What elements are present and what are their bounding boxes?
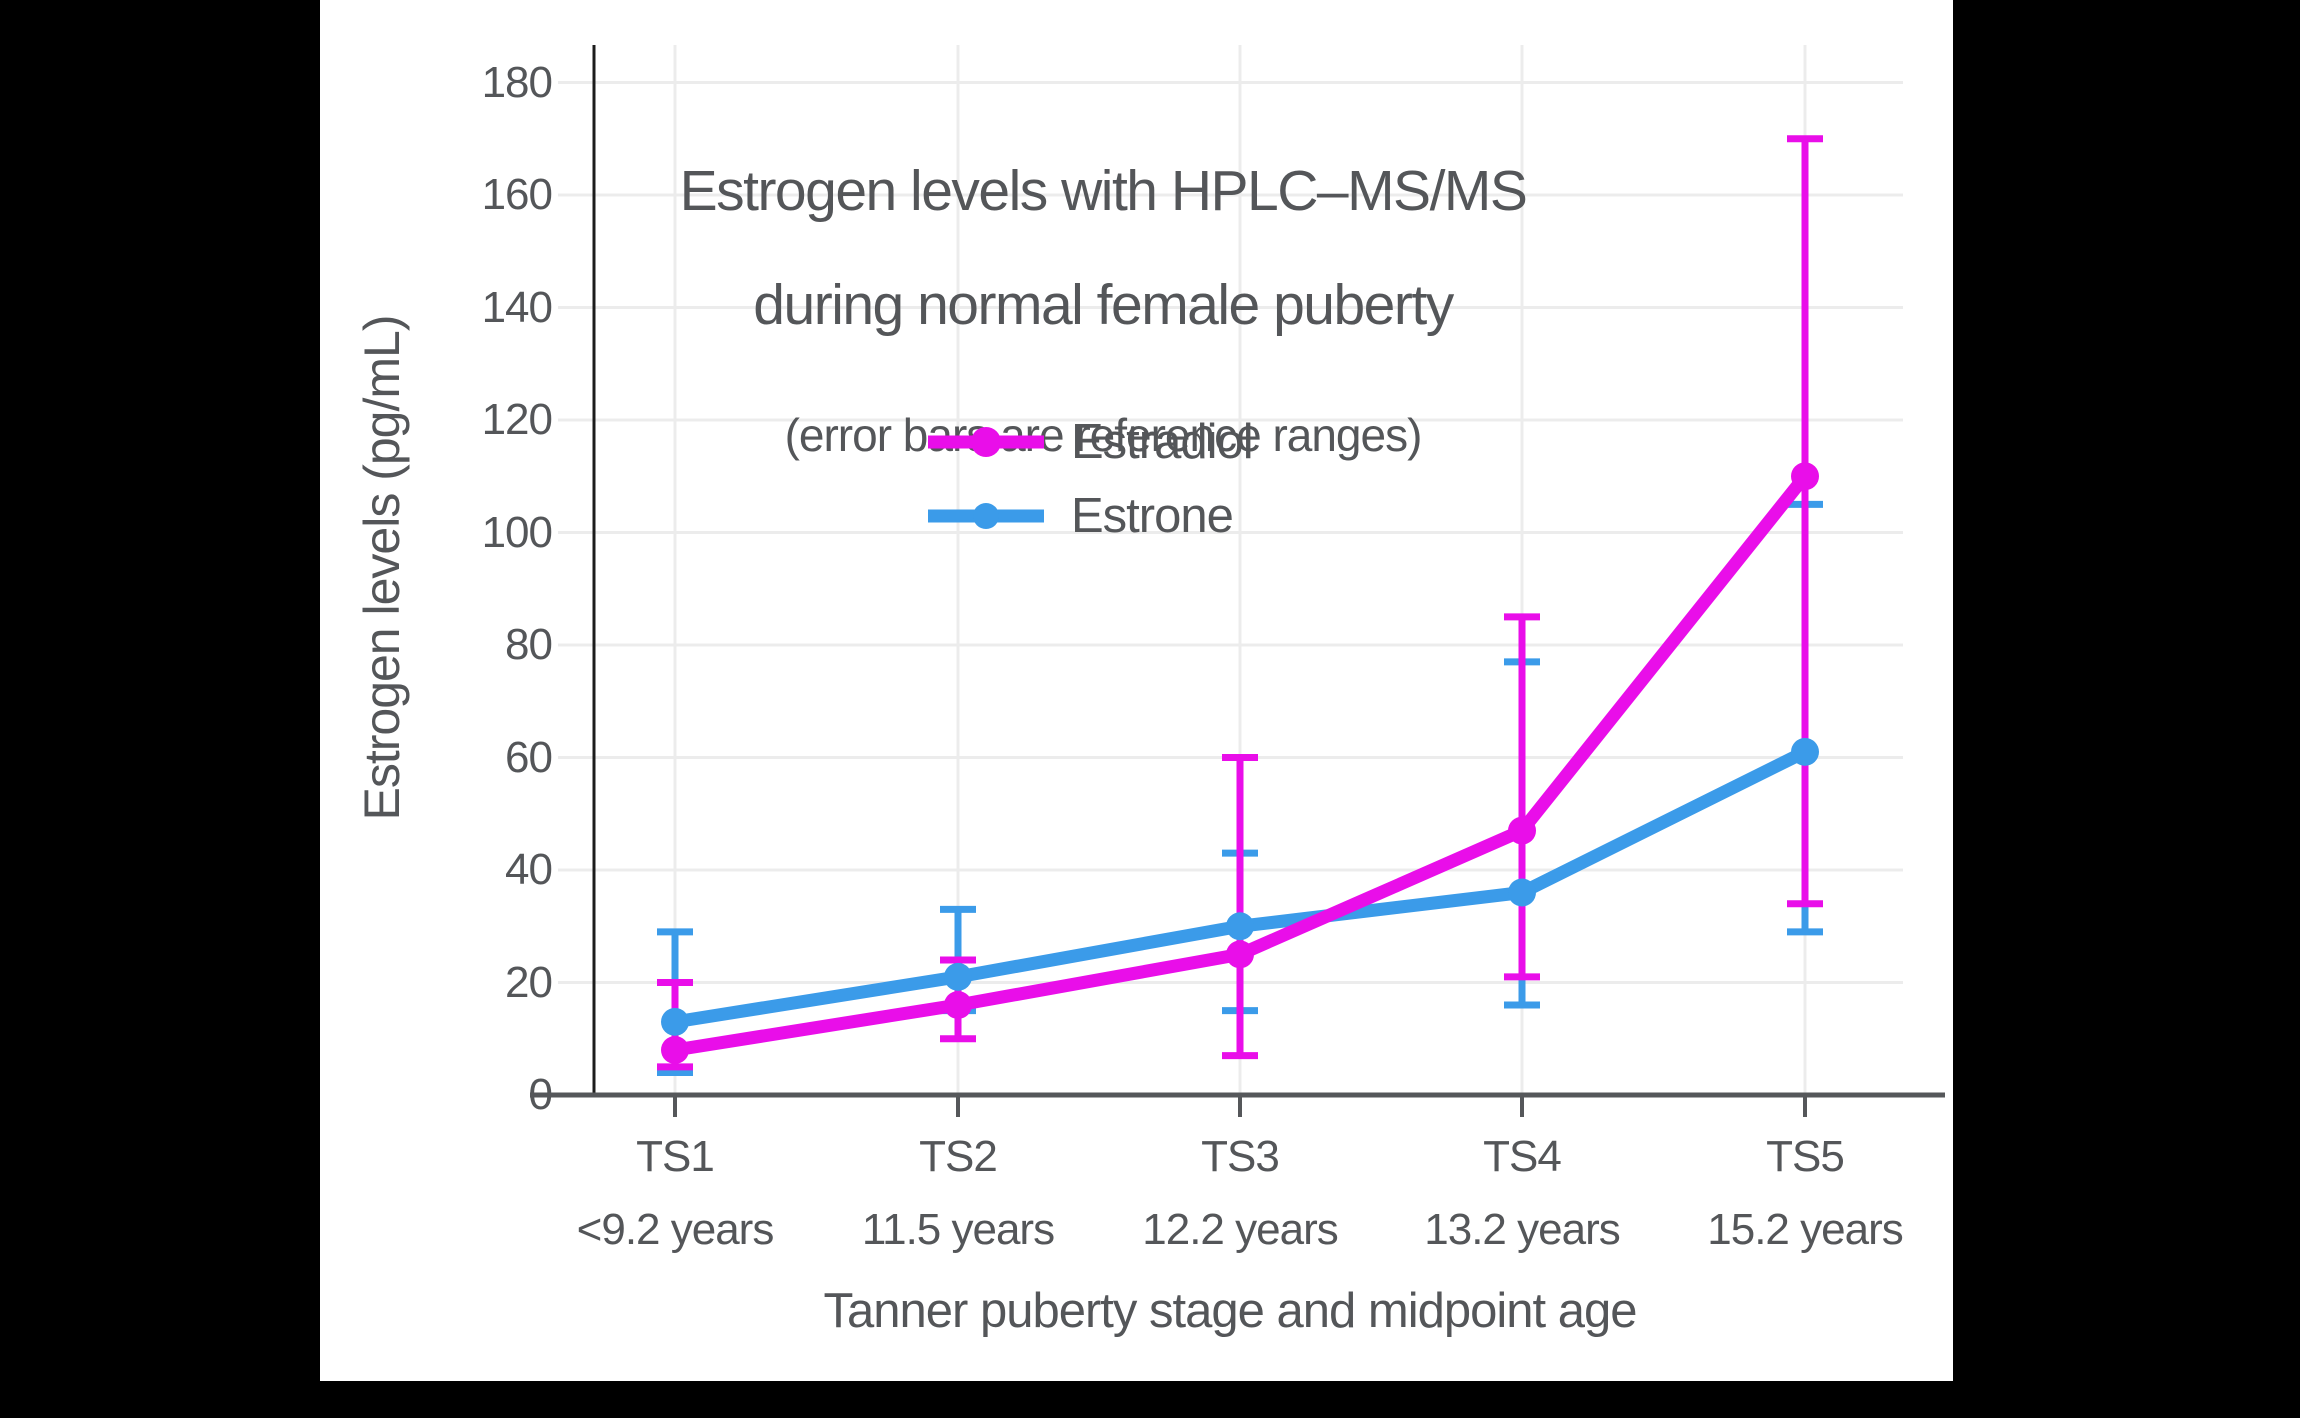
legend-item-estrone: Estrone (927, 486, 1234, 546)
plot-area (530, 45, 1945, 1117)
chart-title-line1: Estrogen levels with HPLC–MS/MS (679, 159, 1528, 223)
y-tick-label-120: 120 (481, 395, 553, 444)
legend-item-estradiol: Estradiol (927, 412, 1254, 472)
x-category-label-TS3: TS3 (1201, 1132, 1280, 1181)
y-tick-label-0: 0 (528, 1070, 553, 1119)
marker-Estrone-TS5 (1791, 737, 1819, 766)
y-tick-label-20: 20 (505, 957, 553, 1007)
chart-canvas: Estrogen levels with HPLC–MS/MS during n… (320, 0, 1953, 1381)
legend-dot-estradiol (971, 427, 1001, 457)
marker-Estrone-TS1 (661, 1007, 689, 1036)
marker-Estrone-TS3 (1226, 912, 1254, 941)
x-category-label-TS4: TS4 (1483, 1132, 1562, 1181)
marker-Estradiol-TS2 (944, 991, 972, 1019)
x-axis-title: Tanner puberty stage and midpoint age (823, 1284, 1638, 1338)
x-sublabel-TS3: 12.2 years (1142, 1205, 1338, 1254)
legend-dot-estrone (973, 503, 999, 529)
y-tick-label-100: 100 (481, 507, 553, 557)
chart-subtitle: (error bars are reference ranges) (784, 409, 1423, 461)
marker-Estrone-TS4 (1508, 878, 1536, 907)
marker-Estradiol-TS1 (661, 1036, 689, 1064)
legend-marker-estrone (928, 503, 1044, 529)
y-tick-label-140: 140 (481, 282, 553, 332)
legend-label-estrone: Estrone (1071, 489, 1234, 543)
chart-title-line2: during normal female puberty (753, 273, 1454, 337)
x-sublabel-TS4: 13.2 years (1424, 1205, 1620, 1254)
x-category-label-TS1: TS1 (636, 1132, 715, 1181)
marker-Estradiol-TS3 (1226, 940, 1254, 969)
y-tick-label-80: 80 (505, 620, 553, 669)
y-tick-label-160: 160 (481, 170, 553, 219)
y-tick-label-180: 180 (481, 57, 553, 107)
x-category-label-TS2: TS2 (919, 1132, 998, 1181)
legend-marker-estradiol (928, 427, 1044, 457)
x-category-label-TS5: TS5 (1766, 1132, 1845, 1181)
y-tick-label-40: 40 (505, 845, 553, 894)
x-sublabel-TS1: <9.2 years (576, 1205, 775, 1254)
legend-label-estradiol: Estradiol (1071, 415, 1254, 469)
marker-Estrone-TS2 (944, 962, 972, 991)
marker-Estradiol-TS5 (1791, 462, 1819, 491)
x-sublabel-TS2: 11.5 years (861, 1205, 1055, 1254)
marker-Estradiol-TS4 (1508, 816, 1536, 845)
x-sublabel-TS5: 15.2 years (1707, 1205, 1903, 1254)
y-tick-label-60: 60 (505, 732, 553, 782)
